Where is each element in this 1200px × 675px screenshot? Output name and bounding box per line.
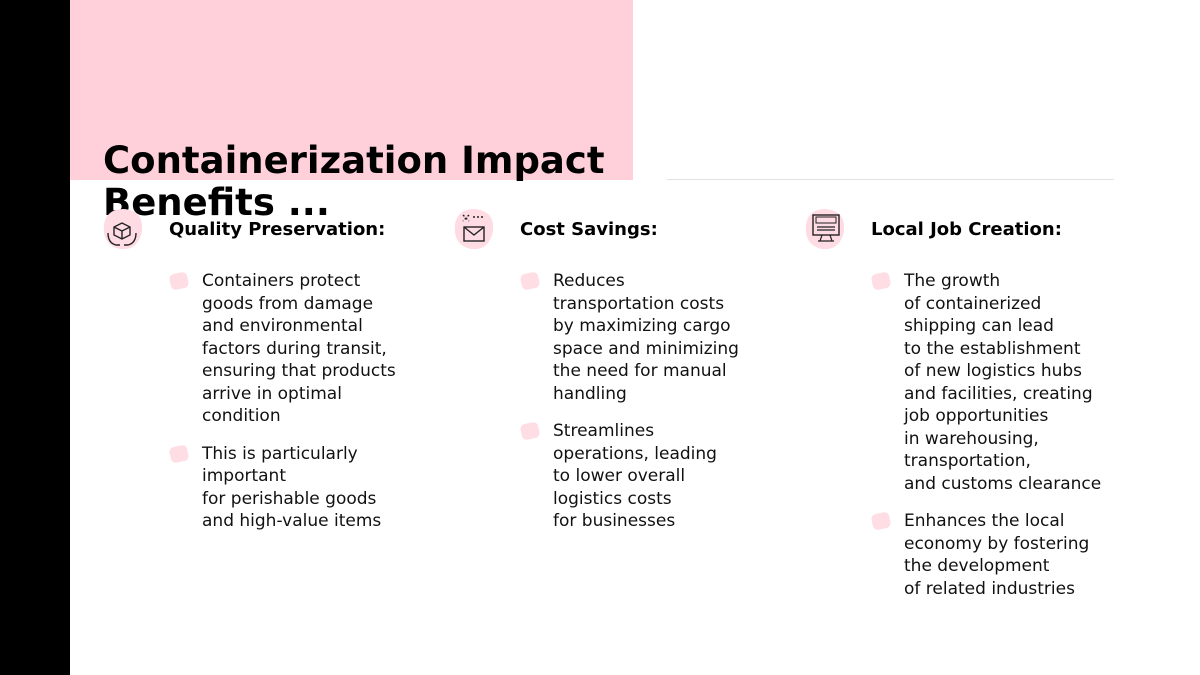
bullet-list: The growth of containerized shipping can l… (870, 270, 1141, 615)
column-heading: Local Job Creation: (871, 219, 1062, 240)
bullet-text: of containerized (904, 293, 1042, 314)
side-bar (0, 0, 70, 675)
bullet-text: to the establishment (904, 338, 1081, 359)
bullet-text: space and minimizing (553, 338, 739, 359)
bullet-item: Reduces transportation costs by maximizing… (519, 270, 790, 405)
bullet-text: the development (904, 556, 1050, 576)
bullet-text: to lower overall (553, 466, 686, 486)
bullet-text: handling (553, 383, 627, 404)
bullet-text: Enhances the local (904, 511, 1065, 531)
bullet-text: Streamlines (553, 421, 655, 441)
slide-title: Containerization Impact Benefits ... (103, 140, 605, 224)
bullet-text: Containers protect (202, 271, 361, 291)
bullet-list: Reduces transportation costs by maximizing… (519, 270, 790, 548)
bullet-item: The growth of containerized shipping can l… (870, 270, 1141, 495)
bullet-text: important (202, 466, 286, 486)
bullet-text: for perishable goods (202, 488, 377, 509)
bullet-text: transportation, (904, 451, 1031, 471)
bullet-text: logistics costs (553, 488, 672, 509)
bullet-marker (519, 421, 541, 441)
bullet-marker (168, 443, 190, 464)
column-icon (454, 209, 494, 250)
bullet-text: and high-value items (202, 511, 382, 531)
column-icon (103, 209, 143, 250)
bullet-text: of related industries (904, 578, 1075, 599)
bullet-text: Reduces (553, 271, 625, 291)
bullet-text: for businesses (553, 511, 676, 531)
bullet-marker (519, 271, 541, 291)
bullet-item: Containers protect goods from damage and e… (168, 270, 439, 428)
title-line: Benefits ... (103, 181, 330, 224)
bullet-text: transportation costs (553, 293, 725, 314)
bullet-text: This is particularly (202, 443, 358, 464)
bullet-text: ensuring that products (202, 361, 396, 381)
bullet-text: and customs clearance (904, 473, 1102, 494)
title-band (70, 0, 633, 180)
bullet-text: factors during transit, (202, 338, 387, 359)
bullet-text: job opportunities (904, 406, 1049, 426)
bullet-text: shipping can lead (904, 316, 1054, 336)
bullet-marker (870, 271, 892, 291)
bullet-text: of new logistics hubs (904, 361, 1083, 381)
bullet-text: by maximizing cargo (553, 316, 731, 336)
bullet-marker (870, 511, 892, 531)
divider (667, 179, 1114, 180)
bullet-text: and facilities, creating (904, 383, 1093, 404)
bullet-text: in warehousing, (904, 428, 1039, 449)
bullet-text: condition (202, 406, 281, 426)
bullet-item: Streamlines operations, leading to lower o… (519, 420, 790, 533)
bullet-text: goods from damage (202, 293, 374, 314)
bullet-text: arrive in optimal (202, 383, 342, 404)
bullet-marker (168, 271, 190, 291)
column-heading: Quality Preservation: (169, 219, 386, 240)
bullet-text: and environmental (202, 316, 363, 336)
bullet-list: Containers protect goods from damage and e… (168, 270, 439, 548)
title-line: Containerization Impact (103, 139, 605, 182)
bullet-item: This is particularly important for perisha… (168, 443, 439, 533)
bullet-text: The growth (904, 271, 1001, 291)
column-heading: Cost Savings: (520, 219, 658, 240)
bullet-item: Enhances the local economy by fostering th… (870, 510, 1141, 600)
column-icon (805, 209, 845, 250)
bullet-text: the need for manual (553, 361, 727, 381)
bullet-text: operations, leading (553, 443, 717, 464)
bullet-text: economy by fostering (904, 533, 1090, 554)
